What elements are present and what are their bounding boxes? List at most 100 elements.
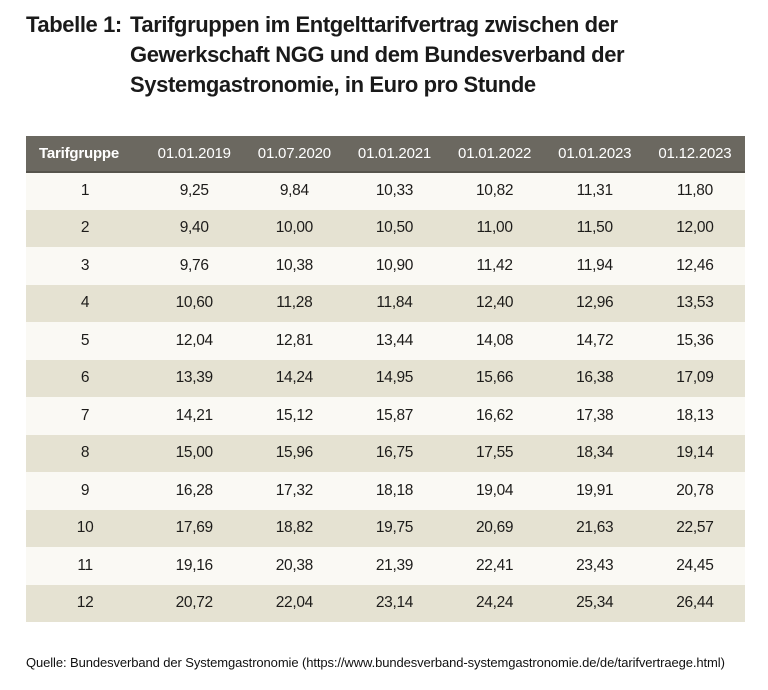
wage-value-cell: 14,08	[444, 322, 545, 360]
wage-value-cell: 12,00	[644, 209, 745, 247]
column-header-date-3: 01.01.2021	[344, 136, 445, 173]
wage-value-cell: 17,09	[644, 359, 745, 397]
wage-value-cell: 18,13	[644, 397, 745, 435]
wage-value-cell: 15,36	[644, 322, 745, 360]
wage-value-cell: 17,38	[544, 397, 645, 435]
wage-value-cell: 13,44	[344, 322, 445, 360]
table-row: 4 10,60 11,28 11,84 12,40 12,96 13,53	[26, 284, 745, 322]
wage-value-cell: 22,57	[644, 509, 745, 547]
wage-value-cell: 24,24	[444, 584, 545, 622]
wage-value-cell: 11,28	[244, 284, 345, 322]
wage-value-cell: 18,82	[244, 509, 345, 547]
column-header-tarifgruppe: Tarifgruppe	[26, 136, 145, 173]
table-title-line-2: Gewerkschaft NGG und dem Bundesverband d…	[130, 42, 625, 67]
wage-value-cell: 15,12	[244, 397, 345, 435]
table-body: 1 9,25 9,84 10,33 10,82 11,31 11,80 2 9,40 10,00 1…	[26, 172, 745, 622]
table-row: 1 9,25 9,84 10,33 10,82 11,31 11,80	[26, 172, 745, 210]
wage-value-cell: 10,60	[144, 284, 245, 322]
wage-value-cell: 16,75	[344, 434, 445, 472]
wage-value-cell: 12,04	[144, 322, 245, 360]
wage-value-cell: 12,96	[544, 284, 645, 322]
wage-value-cell: 13,39	[144, 359, 245, 397]
table-row: 8 15,00 15,96 16,75 17,55 18,34 19,14	[26, 434, 745, 472]
wage-value-cell: 15,87	[344, 397, 445, 435]
wage-value-cell: 9,25	[144, 172, 245, 210]
wage-value-cell: 9,84	[244, 172, 345, 210]
wage-value-cell: 16,28	[144, 472, 245, 510]
wage-value-cell: 11,50	[544, 209, 645, 247]
column-header-date-2: 01.07.2020	[244, 136, 345, 173]
wage-value-cell: 23,43	[544, 547, 645, 585]
table-title-label: Tabelle 1:	[26, 12, 122, 37]
column-header-date-4: 01.01.2022	[444, 136, 545, 173]
wage-value-cell: 19,04	[444, 472, 545, 510]
table-title-line-1: Tarifgruppen im Entgelttarifvertrag zwis…	[130, 12, 618, 37]
wage-value-cell: 17,55	[444, 434, 545, 472]
wage-value-cell: 14,72	[544, 322, 645, 360]
wage-value-cell: 12,40	[444, 284, 545, 322]
table-row: 7 14,21 15,12 15,87 16,62 17,38 18,13	[26, 397, 745, 435]
wage-value-cell: 18,18	[344, 472, 445, 510]
wage-value-cell: 16,62	[444, 397, 545, 435]
wage-value-cell: 15,96	[244, 434, 345, 472]
tarifgruppe-cell: 5	[26, 322, 145, 360]
table-row: 6 13,39 14,24 14,95 15,66 16,38 17,09	[26, 359, 745, 397]
wage-value-cell: 11,84	[344, 284, 445, 322]
tarifgruppe-cell: 10	[26, 509, 145, 547]
wage-value-cell: 21,63	[544, 509, 645, 547]
column-header-date-1: 01.01.2019	[144, 136, 245, 173]
wage-value-cell: 10,50	[344, 209, 445, 247]
wage-value-cell: 16,38	[544, 359, 645, 397]
table-title-text: Tarifgruppen im Entgelttarifvertrag zwis…	[130, 10, 625, 100]
wage-value-cell: 15,66	[444, 359, 545, 397]
tarifgruppe-cell: 2	[26, 209, 145, 247]
table-title-line-3: Systemgastronomie, in Euro pro Stunde	[130, 72, 536, 97]
wage-value-cell: 20,69	[444, 509, 545, 547]
tarifgruppe-cell: 4	[26, 284, 145, 322]
table-row: 9 16,28 17,32 18,18 19,04 19,91 20,78	[26, 472, 745, 510]
wage-value-cell: 10,33	[344, 172, 445, 210]
column-header-date-5: 01.01.2023	[544, 136, 645, 173]
wage-value-cell: 11,80	[644, 172, 745, 210]
table-row: 3 9,76 10,38 10,90 11,42 11,94 12,46	[26, 247, 745, 285]
wage-value-cell: 22,04	[244, 584, 345, 622]
tarifgruppe-cell: 3	[26, 247, 145, 285]
wage-value-cell: 9,76	[144, 247, 245, 285]
wage-value-cell: 11,31	[544, 172, 645, 210]
wage-value-cell: 19,75	[344, 509, 445, 547]
table-row: 10 17,69 18,82 19,75 20,69 21,63 22,57	[26, 509, 745, 547]
wage-value-cell: 11,00	[444, 209, 545, 247]
table-title: Tabelle 1: Tarifgruppen im Entgelttarifv…	[26, 10, 742, 100]
table-header-row: Tarifgruppe 01.01.2019 01.07.2020 01.01.…	[26, 136, 745, 173]
wage-value-cell: 14,95	[344, 359, 445, 397]
wage-value-cell: 10,90	[344, 247, 445, 285]
wage-value-cell: 20,72	[144, 584, 245, 622]
wage-value-cell: 22,41	[444, 547, 545, 585]
tarifgruppe-cell: 8	[26, 434, 145, 472]
wage-value-cell: 12,46	[644, 247, 745, 285]
table-row: 12 20,72 22,04 23,14 24,24 25,34 26,44	[26, 584, 745, 622]
wage-value-cell: 12,81	[244, 322, 345, 360]
wage-value-cell: 9,40	[144, 209, 245, 247]
wage-value-cell: 24,45	[644, 547, 745, 585]
tarifgruppe-cell: 9	[26, 472, 145, 510]
wage-value-cell: 23,14	[344, 584, 445, 622]
tariff-table: Tarifgruppe 01.01.2019 01.07.2020 01.01.…	[26, 136, 745, 622]
wage-value-cell: 19,14	[644, 434, 745, 472]
column-header-date-6: 01.12.2023	[644, 136, 745, 173]
wage-value-cell: 19,91	[544, 472, 645, 510]
wage-value-cell: 21,39	[344, 547, 445, 585]
wage-value-cell: 20,38	[244, 547, 345, 585]
tarifgruppe-cell: 11	[26, 547, 145, 585]
wage-value-cell: 25,34	[544, 584, 645, 622]
wage-value-cell: 20,78	[644, 472, 745, 510]
wage-value-cell: 10,82	[444, 172, 545, 210]
wage-value-cell: 18,34	[544, 434, 645, 472]
wage-value-cell: 11,42	[444, 247, 545, 285]
wage-value-cell: 17,32	[244, 472, 345, 510]
tarifgruppe-cell: 7	[26, 397, 145, 435]
wage-value-cell: 13,53	[644, 284, 745, 322]
tarifgruppe-cell: 6	[26, 359, 145, 397]
wage-value-cell: 17,69	[144, 509, 245, 547]
